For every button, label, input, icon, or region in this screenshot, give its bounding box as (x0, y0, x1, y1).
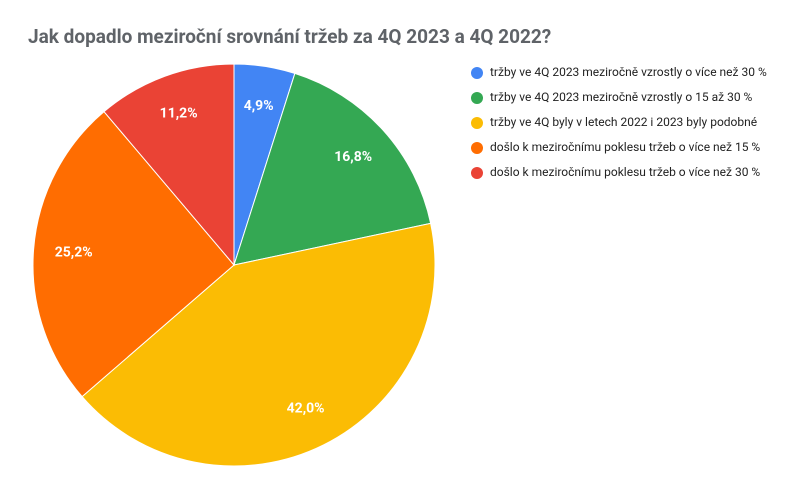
legend-marker (471, 142, 483, 154)
legend-label: tržby ve 4Q 2023 meziročně vzrostly o 15… (490, 90, 753, 104)
legend-marker (471, 67, 483, 79)
legend-label: tržby ve 4Q 2023 meziročně vzrostly o ví… (490, 65, 767, 79)
slice-label: 4,9% (244, 98, 274, 114)
legend-label: došlo k meziročnímu poklesu tržeb o více… (490, 140, 760, 154)
pie-slice (233, 72, 432, 266)
pie-slice (81, 222, 436, 467)
legend-label: došlo k meziročnímu poklesu tržeb o více… (490, 165, 760, 179)
slice-label: 25,2% (55, 244, 93, 260)
pie-slice (32, 110, 235, 398)
chart-title: Jak dopadlo meziroční srovnání tržeb za … (28, 25, 551, 48)
legend-marker (471, 167, 483, 179)
slice-label: 16,8% (334, 149, 372, 165)
slice-label: 42,0% (287, 401, 325, 417)
legend-marker (471, 92, 483, 104)
legend-label: tržby ve 4Q byly v letech 2022 i 2023 by… (490, 115, 757, 129)
legend-marker (471, 117, 483, 129)
slice-label: 11,2% (160, 106, 198, 122)
pie-slice (103, 63, 235, 267)
